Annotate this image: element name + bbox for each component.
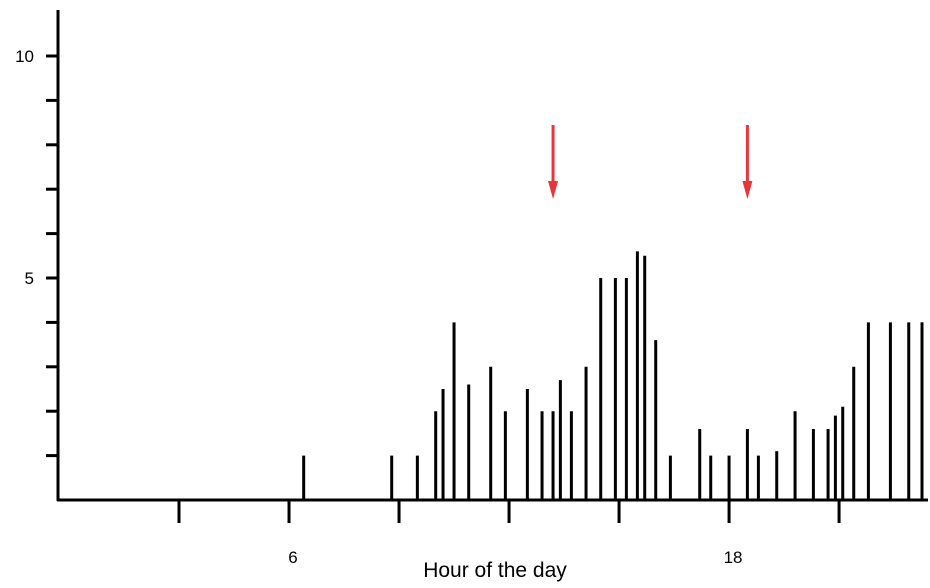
y-tick-label: 5 [25,269,34,288]
y-axis: 5 10 [15,10,60,501]
bars [302,251,924,500]
marker-arrow [548,125,559,199]
y-tick-label: 10 [15,47,34,66]
arrow-head [742,181,753,199]
x-axis: 6 18 [57,498,928,567]
arrows [548,125,753,199]
x-axis-label: Hour of the day [423,559,567,582]
marker-arrow [742,125,753,199]
x-tick-label: 18 [724,548,743,567]
x-tick-label: 6 [288,548,297,567]
arrow-head [548,181,559,199]
